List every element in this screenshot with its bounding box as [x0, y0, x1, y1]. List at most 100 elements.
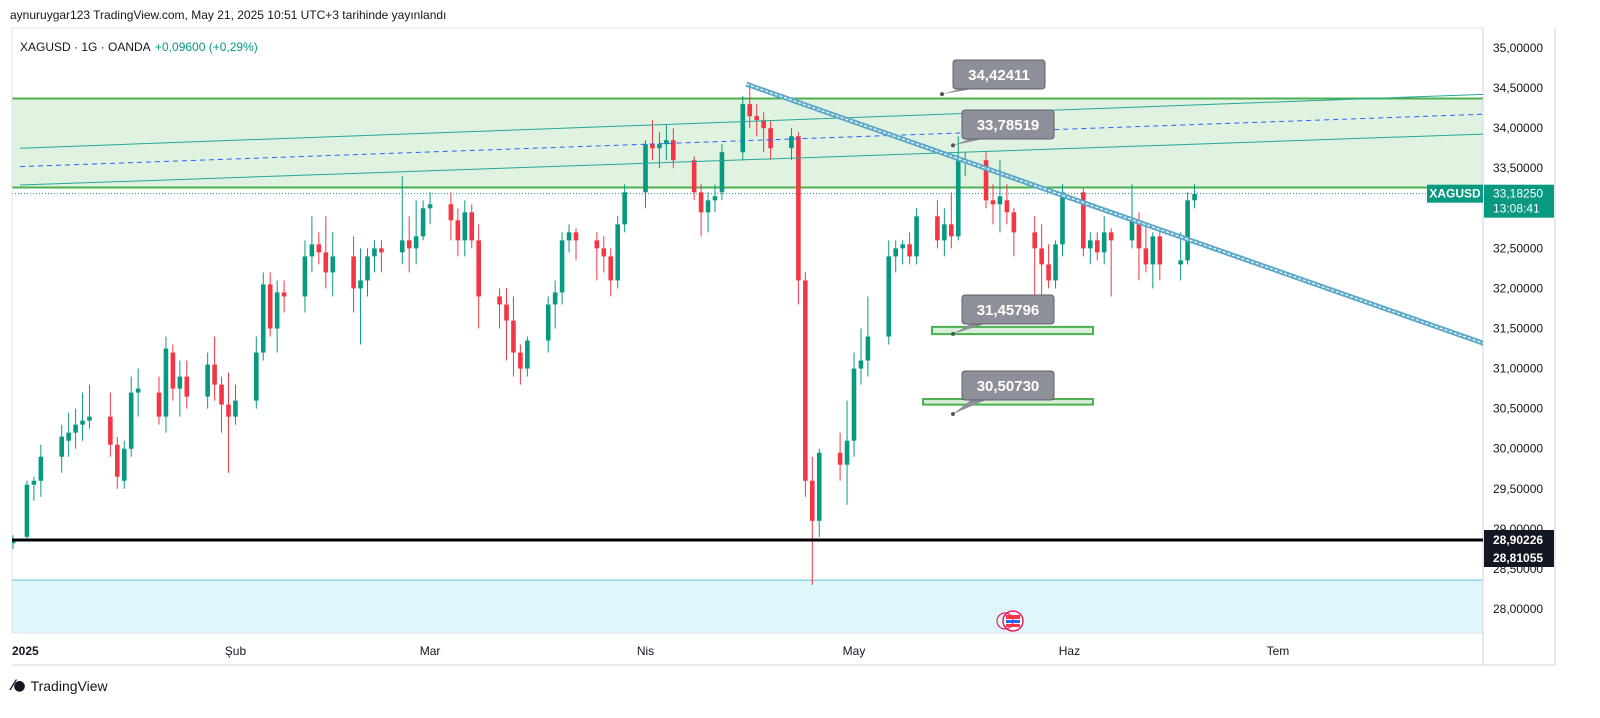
candle-body	[622, 192, 627, 225]
candle-body	[990, 200, 996, 205]
candle-body	[12, 540, 16, 544]
tradingview-logo[interactable]: ⁄● TradingView	[12, 678, 108, 694]
candle-body	[476, 240, 481, 297]
candle-body	[650, 144, 655, 149]
candle-body	[1157, 236, 1163, 265]
price-callout[interactable]: 30,50730	[951, 370, 1055, 417]
x-tick-label: 2025	[12, 644, 39, 658]
candle-body	[858, 360, 864, 369]
candle-body	[893, 248, 898, 257]
candle-body	[705, 200, 711, 213]
candle-body	[1004, 200, 1010, 213]
candle-body	[413, 236, 419, 249]
candle-body	[1143, 248, 1149, 265]
bottom-zone[interactable]	[12, 580, 1483, 633]
candle-body	[462, 212, 468, 241]
candle-body	[80, 420, 85, 425]
candle-body	[115, 444, 120, 477]
candle-body	[1150, 236, 1156, 265]
y-tick-label: 32,50000	[1493, 241, 1543, 255]
candle-body	[851, 368, 857, 441]
event-icon-stripe	[1006, 624, 1020, 627]
zones-layer	[12, 97, 1483, 633]
candle-body	[219, 384, 224, 405]
y-tick-label: 34,00000	[1493, 121, 1543, 135]
candle-body	[1046, 264, 1051, 281]
candle-body	[907, 244, 912, 257]
candle-body	[865, 336, 871, 361]
candle-body	[260, 284, 266, 353]
candle-body	[810, 480, 815, 521]
candle-body	[170, 352, 176, 389]
candle-body	[1108, 232, 1114, 241]
callout-pointer	[953, 399, 988, 415]
candle-body	[608, 256, 614, 281]
axis-price-tag	[1484, 548, 1554, 567]
us-flag-event-icon[interactable]	[996, 610, 1024, 632]
legend-symbol[interactable]: XAGUSD · 1G · OANDA	[20, 40, 151, 54]
callout-box	[961, 294, 1055, 325]
x-tick-label: Mar	[420, 644, 441, 658]
y-tick-label: 29,50000	[1493, 482, 1543, 496]
candle-body	[59, 436, 64, 457]
tradingview-brand: TradingView	[30, 678, 108, 694]
candle-body	[1060, 192, 1065, 245]
candle-body	[87, 416, 92, 421]
axis-price-tag	[1484, 530, 1554, 549]
y-tick-label: 33,50000	[1493, 161, 1543, 175]
candle-body	[1081, 192, 1086, 249]
candle-body	[108, 416, 113, 445]
candle-body	[997, 196, 1003, 205]
candle-body	[316, 244, 322, 253]
candle-body	[664, 140, 669, 145]
candle-body	[1101, 232, 1107, 253]
candle-body	[1185, 200, 1190, 261]
candle-body	[323, 252, 329, 273]
x-tick-label: May	[843, 644, 866, 658]
candle-body	[594, 240, 600, 249]
candle-body	[983, 160, 989, 201]
candle-body	[31, 480, 37, 485]
price-callout[interactable]: 33,78519	[951, 109, 1055, 148]
publish-info: aynuruygar123 TradingView.com, May 21, 2…	[10, 8, 447, 22]
candle-body	[24, 484, 30, 537]
axis-price-tag-label: 28,90226	[1493, 533, 1543, 547]
candle-body	[573, 232, 579, 241]
candle-body	[156, 392, 162, 417]
candle-body	[955, 160, 961, 237]
candle-body	[719, 152, 725, 193]
candles-layer	[12, 84, 1197, 585]
last-price-label: 33,18250	[1493, 187, 1543, 201]
candle-body	[497, 296, 502, 305]
support-box-1[interactable]	[931, 325, 1094, 336]
channel-middle-line[interactable]	[19, 108, 1600, 168]
x-tick-label: Haz	[1059, 644, 1080, 658]
candle-body	[935, 216, 940, 241]
candle-body	[205, 364, 210, 397]
candle-body	[135, 388, 141, 393]
y-tick-label: 34,50000	[1493, 81, 1543, 95]
x-tick-label: Tem	[1267, 644, 1290, 658]
drawings-layer[interactable]	[12, 81, 1600, 542]
candle-body	[267, 284, 273, 329]
price-callout[interactable]: 34,42411	[940, 59, 1046, 97]
candle-body	[796, 136, 801, 281]
candle-body	[1011, 212, 1017, 233]
candle-body	[1053, 244, 1058, 281]
candle-body	[38, 456, 44, 481]
candle-body	[559, 240, 565, 293]
callout-anchor	[940, 92, 944, 97]
candle-body	[1129, 220, 1135, 241]
callout-label: 34,42411	[968, 67, 1030, 84]
candle-body	[406, 240, 412, 249]
trendline-inner	[746, 83, 1483, 344]
candle-body	[768, 128, 773, 149]
y-tick-label: 30,50000	[1493, 402, 1543, 416]
channel-lower-line[interactable]	[19, 128, 1600, 186]
price-callout[interactable]: 31,45796	[951, 294, 1055, 336]
candle-body	[949, 224, 954, 237]
candle-body	[351, 256, 356, 289]
candle-body	[1192, 193, 1197, 201]
tradingview-logo-icon: ⁄●	[12, 678, 26, 694]
